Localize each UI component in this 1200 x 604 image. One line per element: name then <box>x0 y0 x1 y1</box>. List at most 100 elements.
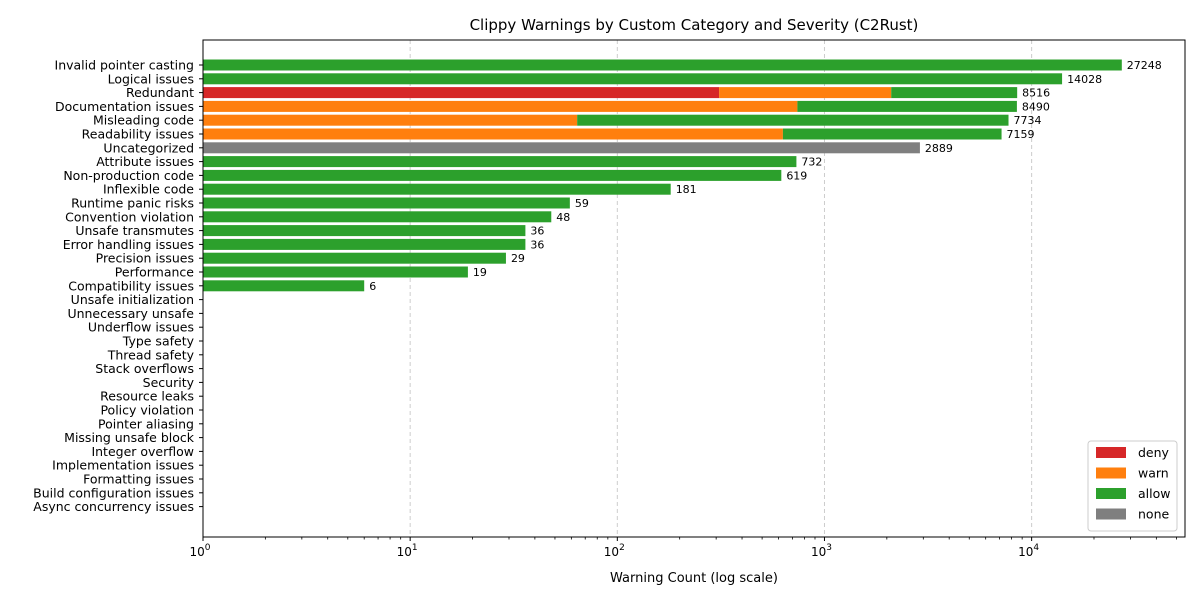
x-tick-label: 100 <box>189 543 210 559</box>
bar-value-label: 7734 <box>1014 114 1042 127</box>
y-tick-label: Performance <box>115 265 195 280</box>
legend-label-allow: allow <box>1138 486 1170 501</box>
x-axis: 100 101 102 103 104 <box>189 537 1177 559</box>
bar-segment-none <box>203 142 920 154</box>
y-tick-label: Implementation issues <box>52 458 194 473</box>
bar-value-label: 8490 <box>1022 100 1050 113</box>
y-tick-label: Error handling issues <box>63 237 194 252</box>
bar-segment-deny <box>203 87 720 99</box>
bar-value-label: 181 <box>676 183 697 196</box>
bar-value-label: 27248 <box>1127 59 1162 72</box>
plot-frame <box>202 39 1186 538</box>
y-tick-label: Security <box>143 375 195 390</box>
bar-segment-warn <box>203 128 783 140</box>
bar-value-label: 2889 <box>925 142 953 155</box>
y-tick-label: Thread safety <box>107 347 195 362</box>
bar-segment-allow <box>203 169 782 181</box>
y-tick-label: Stack overflows <box>95 361 194 376</box>
legend-label-none: none <box>1138 507 1169 522</box>
bar-value-label: 48 <box>556 211 570 224</box>
y-tick-label: Unsafe initialization <box>71 292 194 307</box>
bar-value-label: 36 <box>530 225 544 238</box>
bar-value-label: 732 <box>801 156 822 169</box>
bar-value-label: 8516 <box>1022 87 1050 100</box>
legend-label-warn: warn <box>1138 466 1169 481</box>
bar-segment-allow <box>203 59 1122 71</box>
x-tick-exponent: 1 <box>412 543 418 553</box>
bar-segment-allow <box>203 73 1063 85</box>
bar-value-label: 19 <box>473 266 487 279</box>
y-tick-label: Invalid pointer casting <box>55 58 194 73</box>
y-tick-label: Type safety <box>122 334 195 349</box>
legend-label-deny: deny <box>1138 445 1170 460</box>
bar-segment-warn <box>203 114 578 126</box>
bar-value-label: 29 <box>511 252 525 265</box>
bar-segment-allow <box>797 100 1017 112</box>
bar-value-label: 619 <box>786 169 807 182</box>
y-tick-label: Readability issues <box>82 127 194 142</box>
x-tick-label: 103 <box>811 543 832 559</box>
bar-value-label: 6 <box>369 280 376 293</box>
bar-value-label: 14028 <box>1067 73 1102 86</box>
bar-segment-allow <box>203 238 526 250</box>
bar-segment-allow <box>203 280 365 292</box>
y-tick-label: Uncategorized <box>103 140 194 155</box>
y-tick-label: Pointer aliasing <box>98 416 194 431</box>
y-tick-label: Formatting issues <box>83 472 194 487</box>
x-axis-label: Warning Count (log scale) <box>610 571 778 586</box>
bar-segment-allow <box>203 211 552 223</box>
x-tick-label: 102 <box>604 543 625 559</box>
y-tick-label: Underflow issues <box>88 320 194 335</box>
legend-swatch-warn <box>1096 467 1126 479</box>
bar-segment-allow <box>203 225 526 237</box>
x-tick-exponent: 2 <box>619 543 625 553</box>
y-tick-label: Precision issues <box>96 251 194 266</box>
bar-value-label: 7159 <box>1007 128 1035 141</box>
bar-segment-warn <box>203 100 798 112</box>
bar-segment-allow <box>782 128 1002 140</box>
chart-title: Clippy Warnings by Custom Category and S… <box>470 16 919 34</box>
y-tick-label: Documentation issues <box>55 99 194 114</box>
y-tick-label: Redundant <box>126 85 194 100</box>
y-tick-label: Unnecessary unsafe <box>67 306 194 321</box>
y-tick-label: Build configuration issues <box>33 485 194 500</box>
bar-segment-allow <box>203 183 671 195</box>
y-tick-label: Missing unsafe block <box>64 430 195 445</box>
y-tick-label: Inflexible code <box>103 182 194 197</box>
y-tick-label: Unsafe transmutes <box>75 223 194 238</box>
y-tick-label: Non-production code <box>63 168 194 183</box>
bar-value-label: 36 <box>530 238 544 251</box>
bars <box>203 59 1122 292</box>
bar-segment-allow <box>203 156 797 168</box>
bar-segment-allow <box>577 114 1009 126</box>
x-tick-label: 101 <box>397 543 418 559</box>
y-tick-label: Logical issues <box>108 71 194 86</box>
y-tick-label: Convention violation <box>65 209 194 224</box>
y-tick-label: Compatibility issues <box>68 278 194 293</box>
bar-value-label: 59 <box>575 197 589 210</box>
bar-segment-allow <box>891 87 1018 99</box>
legend-swatch-none <box>1096 508 1126 520</box>
y-tick-label: Attribute issues <box>96 154 194 169</box>
y-tick-label: Runtime panic risks <box>71 196 194 211</box>
legend-swatch-allow <box>1096 488 1126 499</box>
y-tick-label: Resource leaks <box>100 389 194 404</box>
x-tick-exponent: 0 <box>205 543 211 553</box>
value-labels: 2724814028851684907734715928897326191815… <box>369 59 1162 293</box>
legend-swatch-deny <box>1096 447 1126 458</box>
y-tick-label: Policy violation <box>100 403 194 418</box>
y-tick-label: Async concurrency issues <box>33 499 194 514</box>
bar-segment-allow <box>203 252 506 264</box>
grid-lines <box>409 40 1033 537</box>
bar-segment-allow <box>203 266 468 278</box>
legend: deny warn allow none <box>1087 440 1178 532</box>
bar-segment-allow <box>203 197 570 209</box>
x-tick-exponent: 3 <box>826 543 832 553</box>
x-tick-label: 104 <box>1018 543 1039 559</box>
x-tick-exponent: 4 <box>1033 543 1039 553</box>
bar-segment-warn <box>719 87 892 99</box>
y-tick-label: Misleading code <box>93 113 194 128</box>
